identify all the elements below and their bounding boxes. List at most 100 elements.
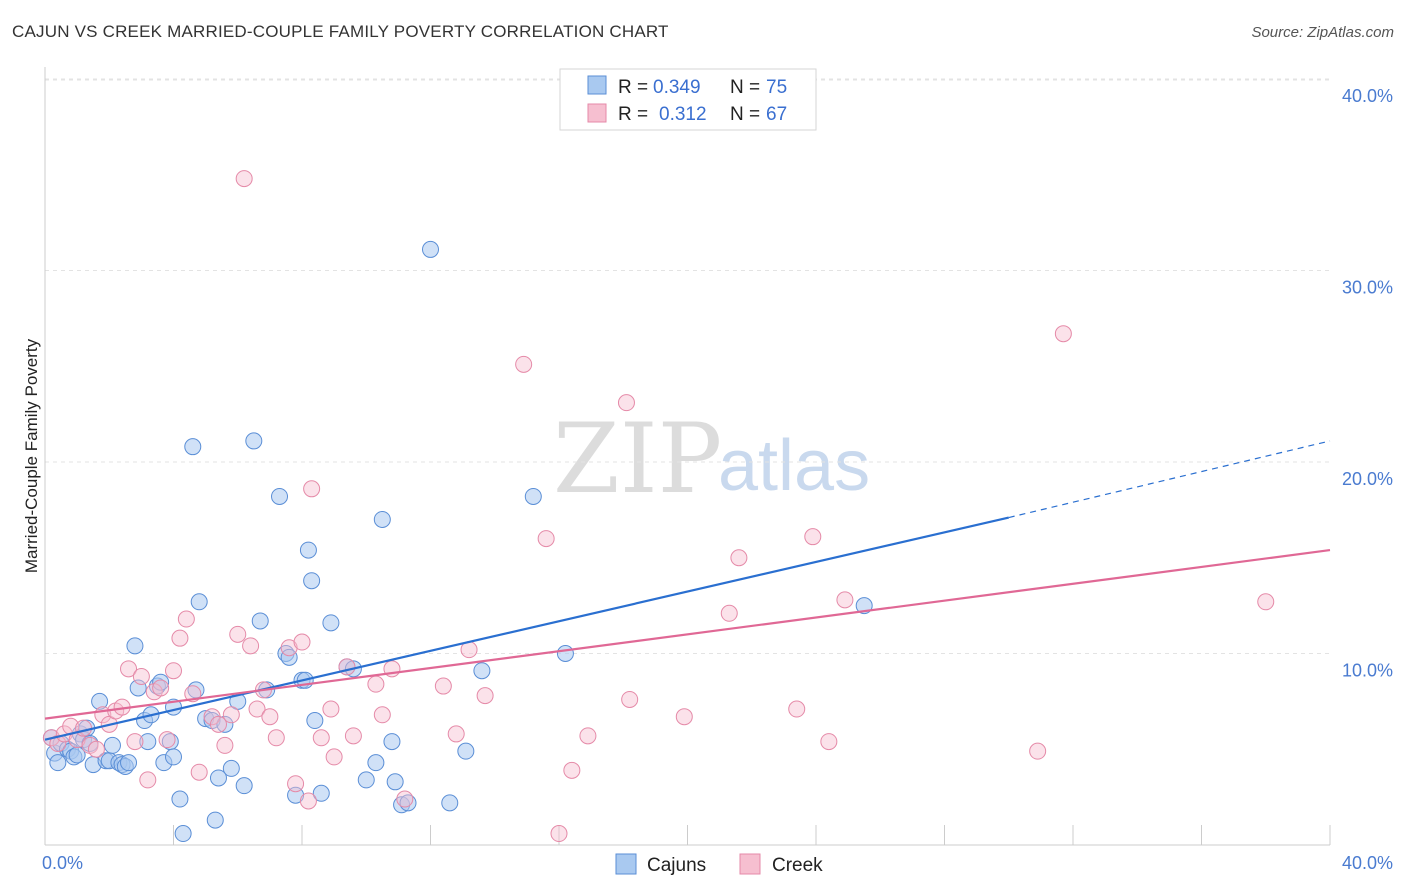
creek-point-64 — [804, 528, 822, 546]
creek-point-50 — [447, 725, 465, 743]
x-tick-label-0: 0.0% — [42, 853, 83, 873]
cajun-point-61 — [357, 771, 375, 789]
creek-point-33 — [261, 708, 279, 726]
creek-point-44 — [344, 727, 362, 745]
cajun-point-20 — [120, 754, 138, 772]
creek-point-60 — [675, 708, 693, 726]
tick-labels: 10.0% 20.0% 30.0% 40.0% 0.0% 40.0% — [42, 86, 1393, 873]
series-cajuns-points — [42, 240, 873, 843]
cajun-point-68 — [422, 240, 439, 258]
creek-point-27 — [222, 706, 240, 724]
legend-r-label-2: R = — [618, 104, 648, 125]
cajun-point-40 — [209, 769, 227, 787]
cajun-point-36 — [190, 593, 208, 611]
cajun-point-30 — [165, 748, 182, 766]
creek-point-53 — [515, 355, 533, 373]
bottom-legend-label-cajuns: Cajuns — [647, 855, 706, 876]
creek-point-46 — [373, 706, 391, 724]
creek-point-48 — [396, 790, 414, 808]
cajun-point-45 — [245, 432, 263, 450]
creek-point-45 — [367, 675, 385, 693]
trend-lines — [44, 440, 1331, 741]
legend-swatch-cajuns — [587, 75, 607, 95]
grid — [45, 78, 1330, 654]
creek-point-62 — [730, 549, 748, 567]
cajun-point-55 — [303, 572, 321, 590]
bottom-legend-swatch-cajuns — [615, 853, 637, 875]
cajun-point-69 — [441, 794, 459, 812]
cajun-point-64 — [383, 733, 401, 751]
legend: R = 0.349 N = 75 R = 0.312 N = 67 — [559, 68, 817, 131]
cajun-point-65 — [386, 773, 404, 791]
trend-line-cajuns-extension — [1008, 440, 1331, 519]
legend-n-value-2: 67 — [766, 104, 787, 125]
cajun-point-7 — [68, 746, 86, 764]
watermark-zip: ZIP — [553, 403, 722, 515]
creek-point-14 — [132, 667, 150, 685]
cajun-point-2 — [49, 754, 67, 772]
series-creek-points — [42, 170, 1275, 843]
creek-point-37 — [293, 633, 311, 651]
creek-point-39 — [303, 480, 321, 498]
cajun-point-13 — [91, 692, 109, 710]
creek-point-36 — [287, 775, 305, 793]
cajun-point-33 — [174, 825, 192, 843]
x-tick-label-1: 40.0% — [1342, 853, 1393, 873]
cajun-point-41 — [216, 715, 234, 733]
cajun-point-21 — [126, 637, 144, 655]
creek-point-40 — [312, 729, 330, 747]
y-tick-label-3: 40.0% — [1342, 86, 1393, 106]
cajun-point-63 — [373, 510, 391, 528]
cajun-point-58 — [322, 614, 340, 632]
creek-point-69 — [1257, 593, 1275, 611]
creek-point-29 — [235, 170, 253, 188]
creek-point-12 — [120, 660, 138, 678]
bottom-legend-label-creek: Creek — [772, 855, 823, 876]
cajun-point-16 — [103, 736, 121, 754]
creek-point-23 — [190, 763, 208, 781]
y-axis-label: Married-Couple Family Poverty — [22, 338, 41, 573]
cajun-point-62 — [367, 754, 385, 772]
creek-point-26 — [216, 736, 234, 754]
bottom-legend: Cajuns Creek — [615, 853, 823, 876]
cajun-point-44 — [235, 777, 253, 795]
chart-source: Source: ZipAtlas.com — [1251, 24, 1394, 41]
creek-point-7 — [87, 740, 105, 758]
chart-title: CAJUN VS CREEK MARRIED-COUPLE FAMILY POV… — [12, 22, 669, 41]
legend-n-label-2: N = — [730, 104, 760, 125]
trend-line-cajuns — [44, 516, 1009, 741]
cajun-point-39 — [206, 811, 224, 829]
watermark-atlas: atlas — [718, 426, 870, 506]
cajun-point-72 — [524, 487, 542, 505]
creek-point-30 — [242, 637, 260, 655]
creek-point-66 — [836, 591, 854, 609]
cajun-point-46 — [251, 612, 269, 630]
creek-point-15 — [139, 771, 157, 789]
cajun-point-71 — [473, 662, 491, 680]
creek-point-21 — [177, 610, 195, 628]
creek-point-57 — [579, 727, 597, 745]
cajun-point-54 — [299, 541, 317, 559]
legend-n-label-1: N = — [730, 77, 760, 98]
creek-point-56 — [563, 761, 581, 779]
cajun-point-48 — [271, 487, 289, 505]
creek-point-17 — [152, 679, 170, 697]
creek-point-52 — [476, 687, 494, 705]
cajun-point-34 — [184, 438, 202, 456]
y-tick-label-1: 20.0% — [1342, 469, 1393, 489]
y-tick-label-2: 30.0% — [1342, 278, 1393, 298]
cajun-point-56 — [306, 712, 324, 730]
cajun-point-27 — [152, 673, 170, 691]
trend-line-creek — [44, 548, 1331, 720]
creek-point-18 — [158, 731, 176, 749]
creek-point-59 — [621, 690, 639, 708]
creek-point-25 — [209, 715, 227, 733]
cajun-point-32 — [171, 790, 189, 808]
bottom-legend-swatch-creek — [739, 853, 761, 875]
cajun-point-42 — [222, 759, 240, 777]
creek-point-20 — [171, 629, 189, 647]
creek-point-43 — [338, 658, 356, 676]
cajun-point-50 — [280, 648, 298, 666]
creek-point-31 — [248, 700, 266, 718]
